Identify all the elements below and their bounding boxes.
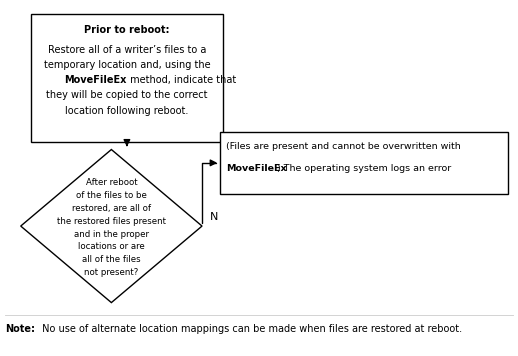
FancyBboxPatch shape	[31, 14, 223, 142]
Text: MoveFileEx: MoveFileEx	[65, 75, 127, 85]
Polygon shape	[21, 150, 202, 303]
Text: not present?: not present?	[84, 268, 138, 277]
Text: N: N	[210, 213, 218, 222]
Text: they will be copied to the correct: they will be copied to the correct	[46, 90, 208, 100]
Text: Prior to reboot:: Prior to reboot:	[84, 25, 170, 35]
Text: After reboot: After reboot	[85, 178, 137, 187]
Text: Restore all of a writer’s files to a: Restore all of a writer’s files to a	[48, 44, 206, 54]
Text: of the files to be: of the files to be	[76, 191, 147, 200]
Text: .) The operating system logs an error: .) The operating system logs an error	[274, 164, 451, 173]
Text: and in the proper: and in the proper	[74, 230, 149, 239]
Text: locations or are: locations or are	[78, 242, 145, 251]
Text: temporary location and, using the: temporary location and, using the	[44, 60, 210, 70]
Text: all of the files: all of the files	[82, 255, 141, 264]
FancyBboxPatch shape	[220, 132, 508, 194]
Text: No use of alternate location mappings can be made when files are restored at reb: No use of alternate location mappings ca…	[39, 324, 462, 334]
Text: the restored files present: the restored files present	[57, 217, 166, 226]
Text: Note:: Note:	[5, 324, 35, 334]
Text: MoveFileEx: MoveFileEx	[226, 164, 287, 173]
Text: location following reboot.: location following reboot.	[65, 106, 189, 116]
Text: restored, are all of: restored, are all of	[72, 204, 151, 213]
Text: method, indicate that: method, indicate that	[127, 75, 236, 85]
Text: (Files are present and cannot be overwritten with: (Files are present and cannot be overwri…	[226, 142, 461, 151]
